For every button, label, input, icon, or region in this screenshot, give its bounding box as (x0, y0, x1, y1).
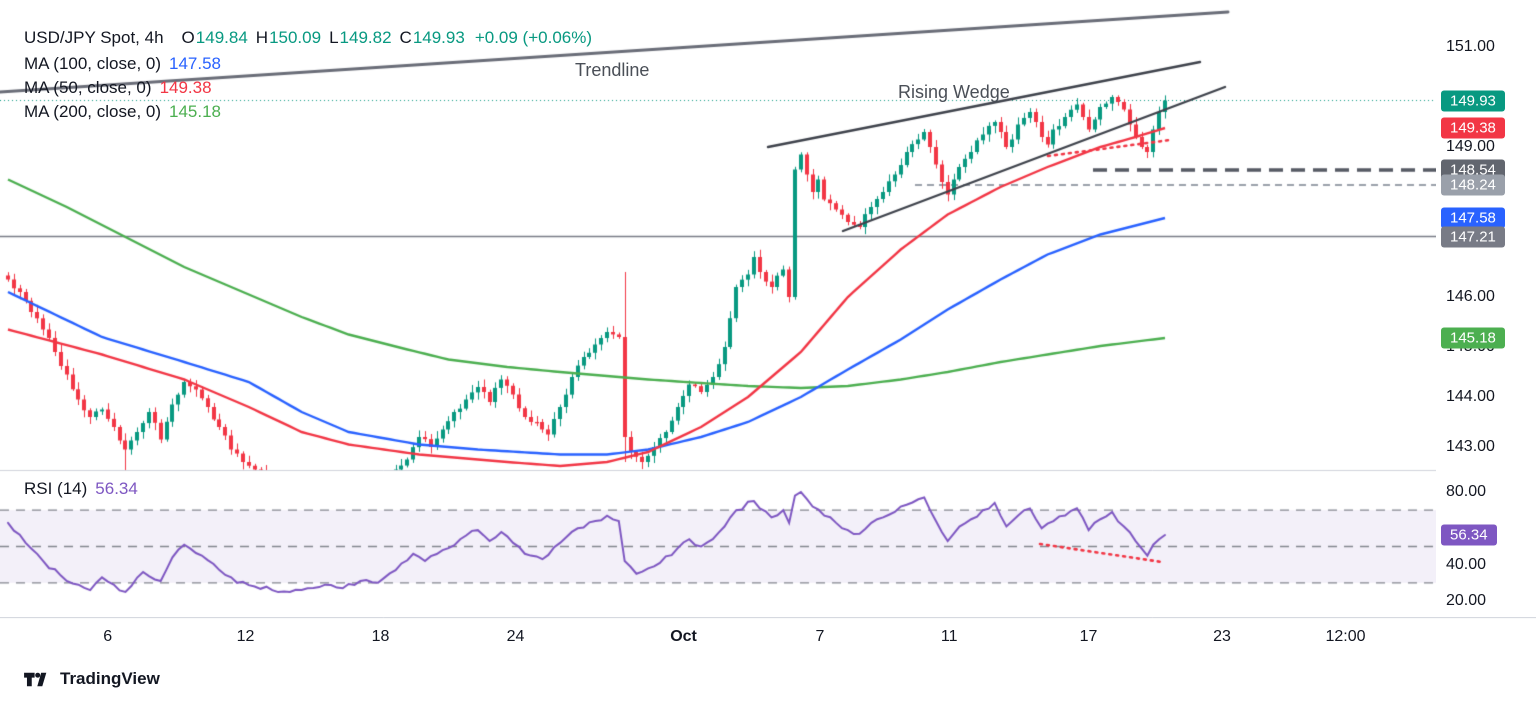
ohlc-value: 149.93 (412, 28, 465, 47)
ohlc-key: H (255, 28, 269, 47)
rsi-tick-label: 40.00 (1446, 555, 1487, 573)
rsi-tick-label: 80.00 (1446, 482, 1487, 500)
rsi-value-badge: 56.34 (1441, 524, 1497, 546)
ma-legend-label: MA (50, close, 0) (24, 78, 152, 97)
rsi-label: RSI (14) (24, 479, 88, 498)
ma-legend-row[interactable]: MA (200, close, 0) 145.18 (24, 100, 221, 124)
price-tick-label: 146.00 (1446, 288, 1495, 305)
ma100-badge: 147.58 (1441, 207, 1505, 229)
ma-legend-label: MA (200, close, 0) (24, 102, 162, 121)
rsi-value: 56.34 (95, 479, 138, 498)
time-tick-label: 17 (1079, 628, 1098, 645)
ohlc-key: C (399, 28, 412, 47)
ma50-badge: 149.38 (1441, 117, 1505, 139)
price-tick-label: 144.00 (1446, 388, 1495, 405)
level-148-24-badge: 148.24 (1441, 174, 1505, 196)
level-147-21-badge: 147.21 (1441, 226, 1505, 247)
price-tick-label: 151.00 (1446, 38, 1495, 55)
time-tick-label: 7 (815, 628, 825, 645)
tradingview-logo-icon[interactable] (24, 668, 51, 691)
time-tick-label: Oct (670, 628, 697, 645)
time-tick-label: 6 (103, 628, 113, 645)
ohlc-key: L (329, 28, 339, 47)
price-tick-label: 143.00 (1446, 438, 1495, 455)
ma-legend-value: 147.58 (169, 54, 222, 73)
brand-name[interactable]: TradingView (60, 669, 160, 688)
ma-legend-row[interactable]: MA (100, close, 0) 147.58 (24, 52, 221, 76)
time-tick-label: 12:00 (1325, 628, 1366, 645)
ma-legend-value: 145.18 (169, 102, 222, 121)
ohlc-key: O (181, 28, 195, 47)
ohlc-value: 150.09 (269, 28, 322, 47)
price-tick-label: 149.00 (1446, 138, 1495, 155)
ma-legend-label: MA (100, close, 0) (24, 54, 162, 73)
ohlc-values: O149.84 H150.09 L149.82 C149.93 (174, 28, 465, 47)
trendline-label[interactable]: Trendline (575, 60, 650, 80)
ma-legend-value: 149.38 (159, 78, 212, 97)
rsi-legend[interactable]: RSI (14) 56.34 (24, 477, 138, 501)
symbol-title: USD/JPY Spot, 4h (24, 28, 164, 47)
ma-legend-row[interactable]: MA (50, close, 0) 149.38 (24, 76, 212, 100)
time-tick-label: 24 (506, 628, 525, 645)
ohlc-value: 149.82 (339, 28, 392, 47)
footer-bar: TradingView (0, 655, 1536, 703)
time-tick-label: 12 (236, 628, 255, 645)
symbol-legend[interactable]: USD/JPY Spot, 4h O149.84 H150.09 L149.82 C14… (24, 26, 592, 50)
time-tick-label: 23 (1213, 628, 1231, 645)
rsi-tick-label: 20.00 (1446, 592, 1487, 609)
ma200-badge: 145.18 (1441, 327, 1505, 349)
ohlc-value: 149.84 (195, 28, 248, 47)
last-price-badge: 149.93 (1441, 90, 1505, 111)
time-tick-label: 18 (371, 628, 390, 645)
change-value: +0.09 (+0.06%) (474, 28, 593, 47)
rising-wedge-label[interactable]: Rising Wedge (898, 82, 1010, 102)
chart-canvas[interactable] (0, 0, 1536, 655)
time-tick-label: 11 (940, 628, 958, 645)
